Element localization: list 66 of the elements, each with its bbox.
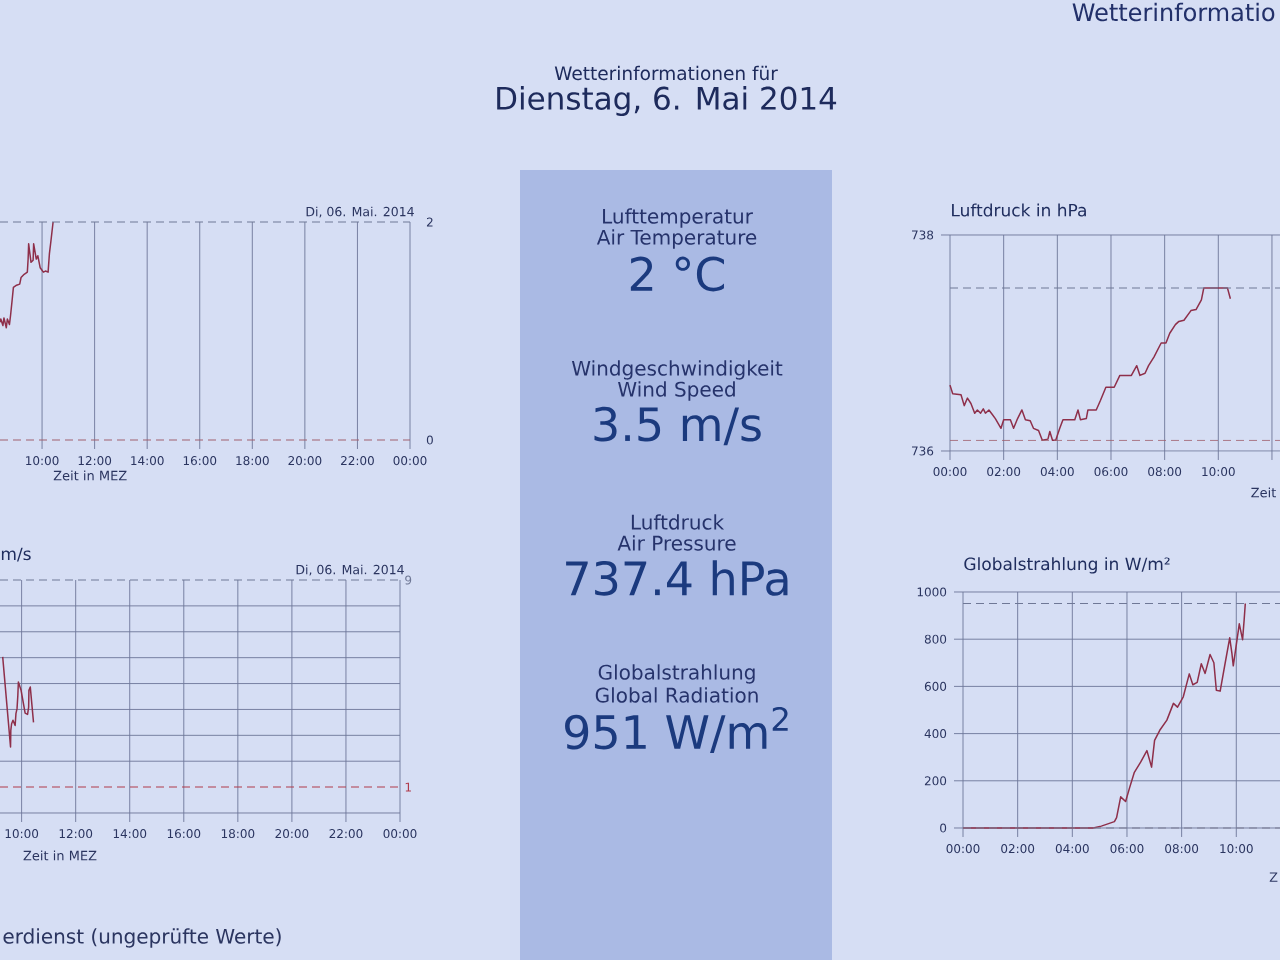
x-tick-label: 00:00: [946, 844, 980, 854]
x-tick-label: 00:00: [383, 829, 417, 839]
chart-title: Globalstrahlung in W/m²: [964, 557, 1170, 574]
x-tick-label: 12:00: [59, 829, 93, 839]
x-tick-label: 22:00: [341, 456, 374, 466]
text: Luftdruck: [631, 514, 725, 530]
y-tick-label: 736: [912, 446, 934, 456]
x-tick-label: 10:00: [1220, 844, 1253, 854]
x-tick-label: 10:00: [5, 829, 39, 839]
text: Wetterinformatio: [1072, 2, 1275, 22]
x-tick-label: 18:00: [221, 829, 255, 839]
x-tick-label: 04:00: [1055, 844, 1089, 854]
text: Wind Speed: [618, 381, 735, 401]
x-tick-label: 08:00: [1148, 467, 1182, 477]
text: 3.5 m/s: [594, 406, 761, 446]
x-axis-title: Zeit in MEZ: [53, 470, 127, 481]
x-tick-label: 00:00: [933, 467, 967, 477]
y-tick-label: 400: [924, 729, 947, 739]
text: Wetterinformationen für: [554, 65, 778, 81]
text: Global Radiation: [595, 687, 758, 703]
x-tick-label: 22:00: [329, 829, 363, 839]
y-tick-label: 738: [912, 230, 934, 240]
text: Globalstrahlung: [598, 664, 755, 684]
y-tick-label: 800: [924, 634, 947, 644]
line-series: [0, 221, 54, 329]
x-tick-label: 14:00: [113, 829, 147, 839]
x-tick-label: 08:00: [1165, 844, 1199, 854]
text: Dienstag, 6. Mai 2014: [497, 85, 837, 117]
x-tick-label: 00:00: [393, 456, 427, 466]
y-tick-label: 600: [924, 681, 947, 691]
chart-subtitle: Di, 06. Mai. 2014: [296, 564, 404, 576]
x-tick-label: 10:00: [1202, 467, 1235, 477]
text: Air Temperature: [596, 229, 757, 249]
ref-line-label: 9: [405, 575, 412, 585]
text: 2 °C: [630, 256, 724, 292]
x-tick-label: 14:00: [131, 456, 164, 466]
x-axis-title: Zeit in MEZ: [23, 850, 97, 861]
chart-title: m/s: [1, 547, 31, 562]
y-tick-label: 0: [940, 823, 947, 833]
text: erdienst (ungeprüfte Werte): [3, 928, 281, 948]
x-tick-label: 20:00: [288, 456, 322, 466]
y-tick-label: 0: [426, 435, 433, 445]
y-tick-label: 1000: [917, 587, 947, 597]
x-tick-label: 16:00: [183, 456, 217, 466]
x-tick-label: 06:00: [1094, 467, 1128, 477]
y-tick-label: 2: [426, 217, 433, 227]
chart-subtitle: Di, 06. Mai. 2014: [306, 206, 414, 218]
x-tick-label: 06:00: [1110, 844, 1144, 854]
text: Windgeschwindigkeit: [571, 360, 783, 380]
x-tick-label: 10:00: [26, 456, 59, 466]
x-tick-label: 12:00: [78, 456, 112, 466]
ref-line-label: 1: [405, 782, 411, 792]
x-tick-label: 02:00: [1001, 844, 1035, 854]
text: 951 W/m$^{2}$: [565, 706, 788, 754]
x-tick-label: 02:00: [987, 467, 1021, 477]
x-axis-title: Zeit: [1251, 487, 1276, 498]
chart-title: Luftdruck in hPa: [952, 203, 1086, 217]
y-tick-label: 200: [924, 776, 947, 786]
x-tick-label: 18:00: [236, 456, 269, 466]
x-axis-title: Z: [1269, 872, 1278, 882]
text: 737.4 hPa: [566, 560, 788, 596]
x-tick-label: 20:00: [275, 829, 309, 839]
text: Lufttemperatur: [603, 208, 753, 228]
x-tick-label: 16:00: [167, 829, 201, 839]
text: Air Pressure: [617, 535, 736, 551]
x-tick-label: 04:00: [1040, 467, 1074, 477]
